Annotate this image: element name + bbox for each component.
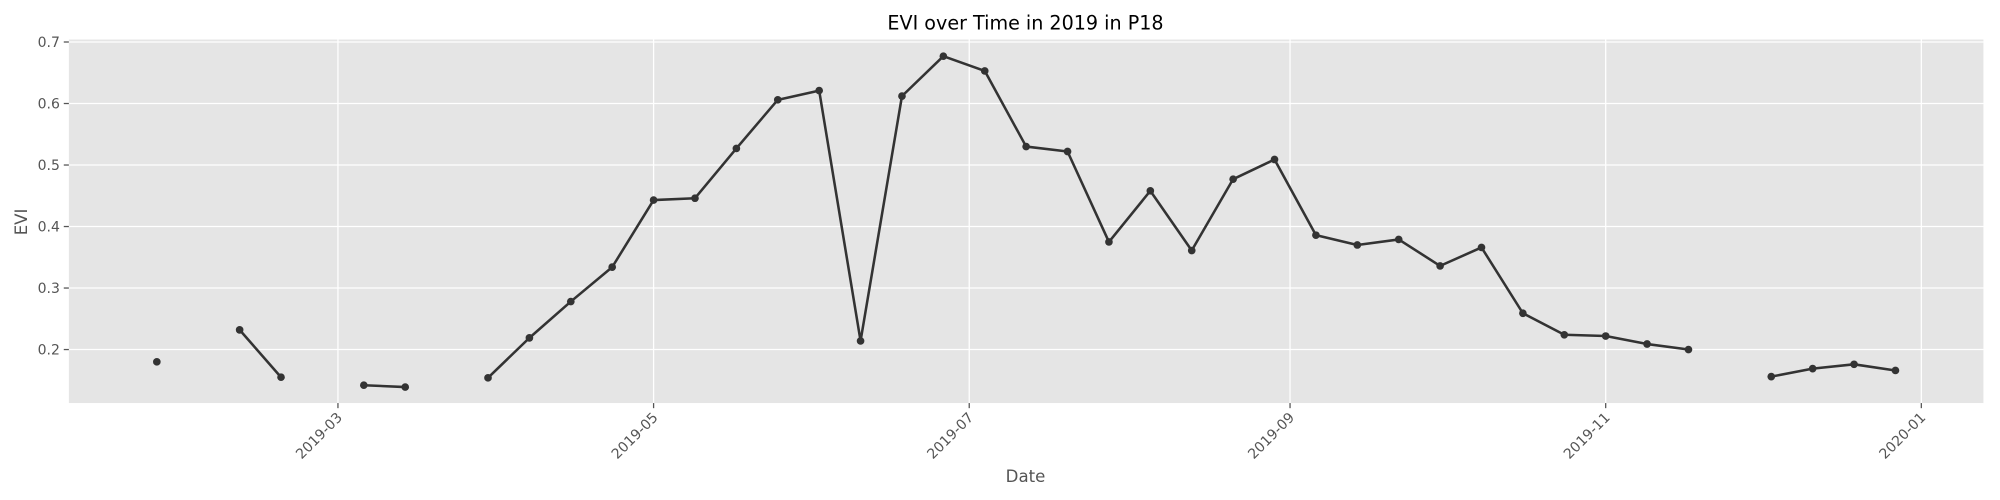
x-tick-label: 2019-07 <box>924 410 977 463</box>
y-tick-label: 0.2 <box>38 343 60 359</box>
point <box>566 297 575 306</box>
chart-title: EVI over Time in 2019 in P18 <box>887 11 1163 34</box>
point <box>898 92 906 100</box>
point <box>153 358 161 366</box>
point <box>939 52 948 60</box>
point <box>732 144 741 153</box>
point <box>1850 360 1858 369</box>
x-tick-label: 2019-03 <box>293 410 346 463</box>
point <box>773 95 782 104</box>
point <box>359 381 368 390</box>
point <box>608 263 617 271</box>
x-tick-label: 2020-01 <box>1877 410 1930 463</box>
point <box>1808 364 1817 373</box>
point <box>1022 142 1030 151</box>
y-tick-label: 0.5 <box>38 158 60 174</box>
y-tick-label: 0.6 <box>38 97 60 113</box>
point <box>815 86 823 95</box>
point <box>1519 309 1527 318</box>
x-tick-label: 2019-05 <box>609 410 662 463</box>
point <box>980 67 989 75</box>
point <box>1684 345 1693 354</box>
point <box>649 196 658 204</box>
y-tick-label: 0.3 <box>38 281 60 297</box>
y-tick-label: 0.7 <box>38 35 60 51</box>
point <box>1560 330 1569 339</box>
point <box>1891 366 1900 375</box>
line <box>238 54 1896 389</box>
point <box>1353 241 1362 249</box>
point <box>1146 187 1155 195</box>
point <box>1394 235 1403 244</box>
y-axis-label: EVI <box>12 209 31 236</box>
x-tick-label: 2019-09 <box>1245 410 1298 463</box>
point <box>1601 332 1610 340</box>
point <box>1229 175 1237 183</box>
x-tick-label: 2019-11 <box>1561 410 1614 463</box>
point <box>525 334 534 342</box>
point <box>1105 238 1113 246</box>
point <box>1436 262 1444 270</box>
plot-area <box>68 39 1984 404</box>
x-axis-label: Date <box>1006 467 1046 486</box>
point <box>1063 147 1072 156</box>
point <box>235 326 244 334</box>
point <box>484 374 492 382</box>
point <box>856 337 865 345</box>
point <box>691 194 699 203</box>
point <box>1312 231 1320 239</box>
point <box>1767 372 1776 381</box>
point <box>1643 340 1651 348</box>
point <box>1187 246 1196 255</box>
point <box>401 383 410 391</box>
y-tick-label: 0.4 <box>38 220 60 236</box>
point <box>1270 155 1279 164</box>
point <box>1477 243 1486 252</box>
point <box>277 373 285 382</box>
